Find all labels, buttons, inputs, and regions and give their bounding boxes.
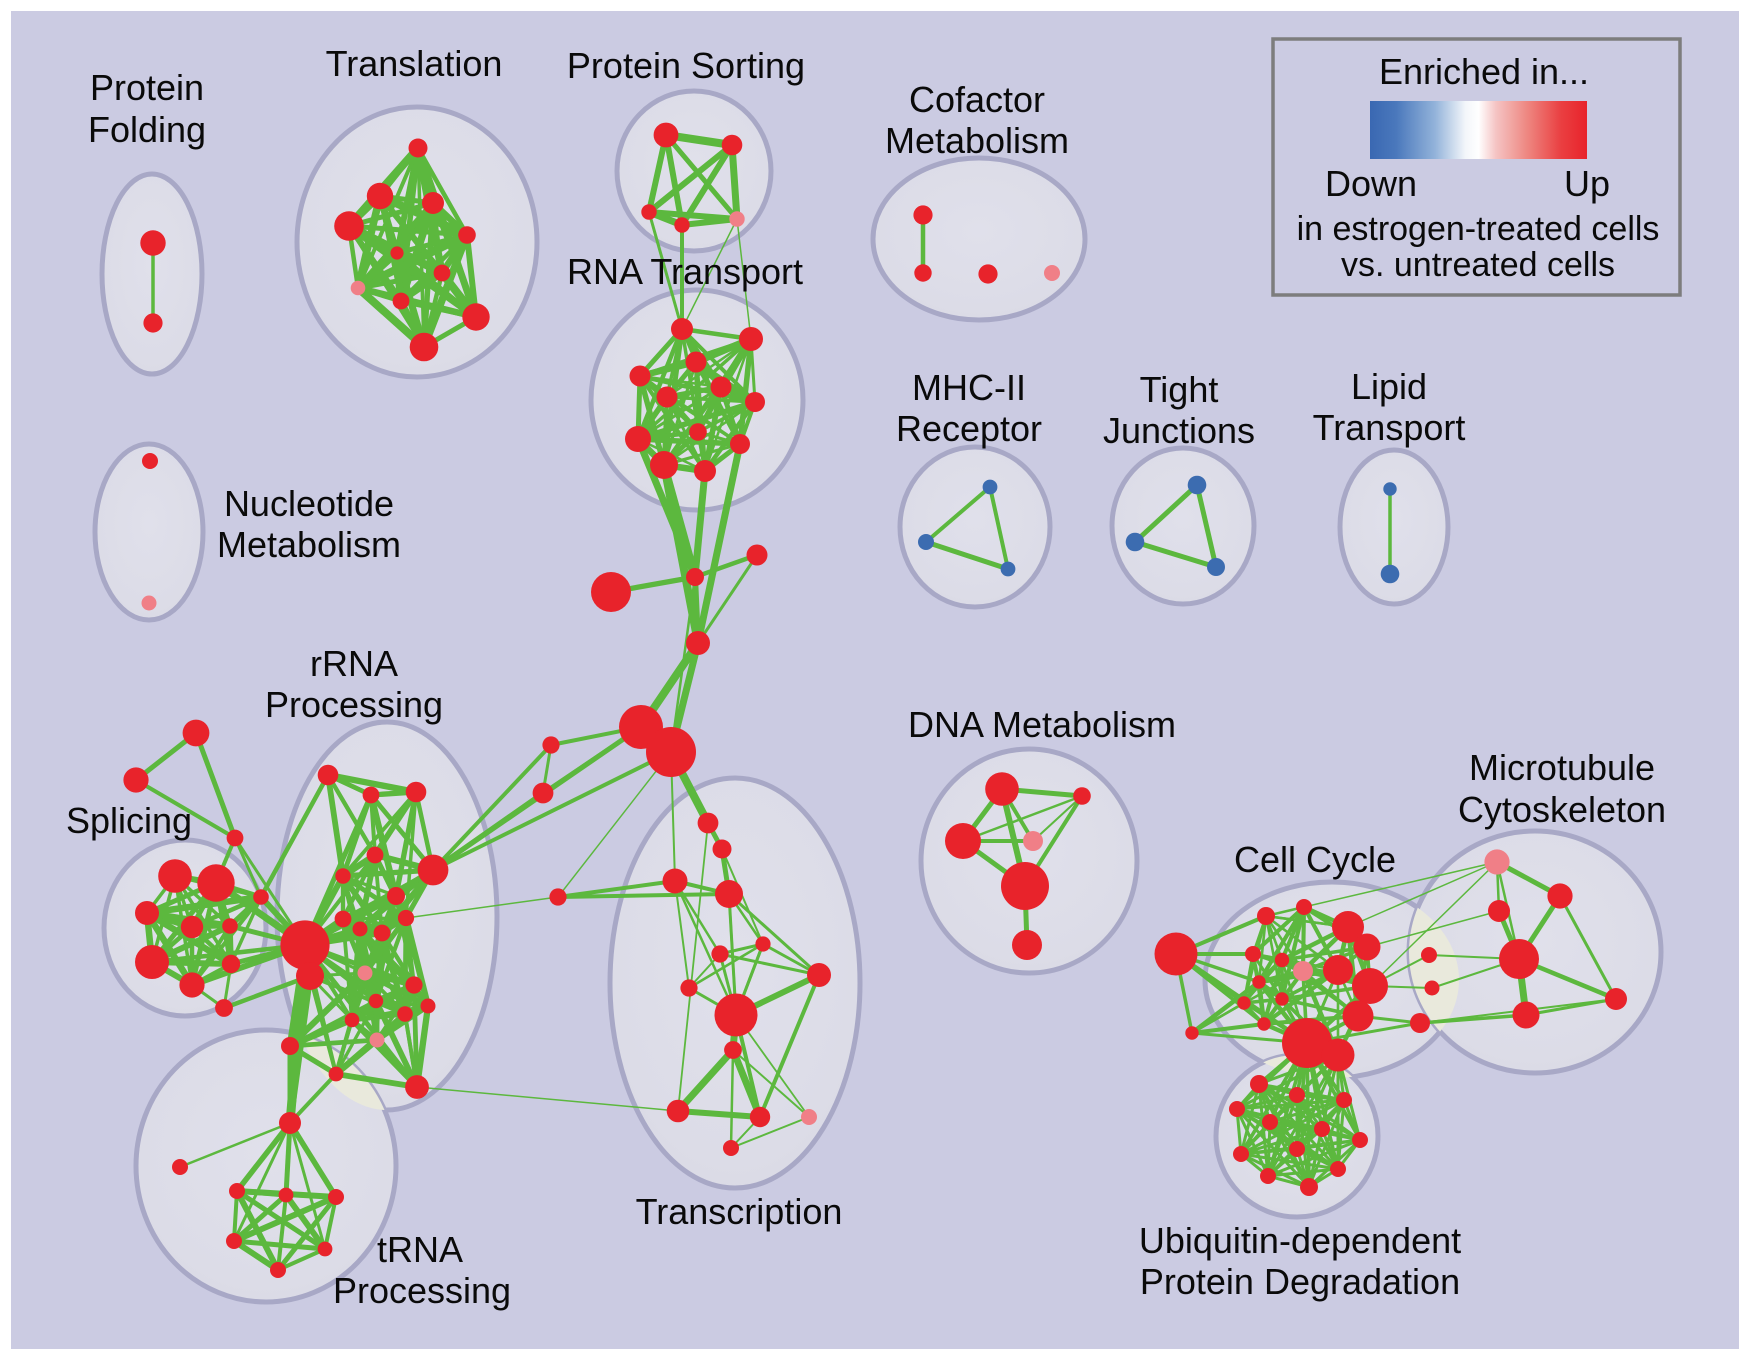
svg-text:Protein Sorting: Protein Sorting [567, 45, 805, 86]
svg-text:MHC-II: MHC-II [912, 367, 1026, 408]
svg-text:Up: Up [1564, 163, 1610, 204]
svg-text:Down: Down [1325, 163, 1417, 204]
svg-text:Cofactor: Cofactor [909, 79, 1045, 120]
svg-text:Lipid: Lipid [1351, 366, 1427, 407]
svg-text:DNA Metabolism: DNA Metabolism [908, 704, 1176, 745]
svg-text:Metabolism: Metabolism [885, 120, 1069, 161]
svg-text:Microtubule: Microtubule [1469, 747, 1655, 788]
svg-text:Processing: Processing [333, 1270, 511, 1311]
svg-text:RNA Transport: RNA Transport [567, 251, 803, 292]
svg-text:rRNA: rRNA [310, 643, 398, 684]
svg-text:Cell Cycle: Cell Cycle [1234, 839, 1396, 880]
svg-text:Nucleotide: Nucleotide [224, 483, 394, 524]
svg-text:tRNA: tRNA [377, 1229, 463, 1270]
svg-text:Tight: Tight [1140, 369, 1219, 410]
svg-text:Transport: Transport [1313, 407, 1466, 448]
svg-text:Ubiquitin-dependent: Ubiquitin-dependent [1139, 1220, 1461, 1261]
svg-text:Processing: Processing [265, 684, 443, 725]
svg-text:Transcription: Transcription [636, 1191, 843, 1232]
svg-text:Translation: Translation [326, 43, 503, 84]
svg-text:vs. untreated cells: vs. untreated cells [1341, 246, 1615, 284]
svg-text:Folding: Folding [88, 109, 206, 150]
svg-text:Protein Degradation: Protein Degradation [1140, 1261, 1460, 1302]
svg-text:Splicing: Splicing [66, 800, 192, 841]
svg-text:Enriched in...: Enriched in... [1379, 51, 1589, 92]
svg-text:in estrogen-treated cells: in estrogen-treated cells [1297, 210, 1660, 248]
svg-text:Receptor: Receptor [896, 408, 1042, 449]
svg-text:Cytoskeleton: Cytoskeleton [1458, 789, 1666, 830]
svg-text:Junctions: Junctions [1103, 410, 1255, 451]
svg-text:Protein: Protein [90, 67, 204, 108]
svg-text:Metabolism: Metabolism [217, 524, 401, 565]
